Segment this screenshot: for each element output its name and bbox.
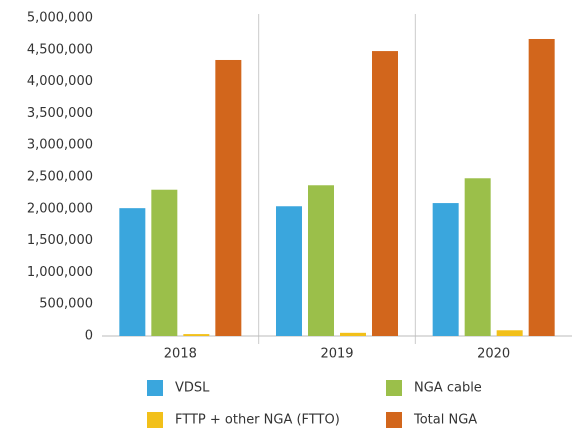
bar (215, 59, 242, 336)
bar (183, 334, 210, 336)
x-tick-label: 2018 (164, 347, 197, 362)
y-tick-label: 0 (85, 329, 93, 344)
legend-label: FTTP + other NGA (FTTO) (175, 413, 340, 428)
y-tick-label: 4,000,000 (27, 74, 93, 89)
y-tick-label: 4,500,000 (27, 42, 93, 57)
bar (372, 51, 398, 337)
bar (308, 185, 334, 336)
y-tick-label: 2,500,000 (27, 170, 93, 185)
bar (119, 208, 146, 336)
bar (528, 38, 555, 336)
y-tick-label: 1,000,000 (27, 265, 93, 280)
legend-swatch (147, 380, 163, 396)
y-tick-label: 3,500,000 (27, 106, 93, 121)
legend-swatch (147, 412, 163, 428)
bar (496, 330, 523, 336)
bar (432, 203, 459, 336)
y-tick-label: 1,500,000 (27, 233, 93, 248)
legend-label: NGA cable (414, 381, 482, 396)
y-tick-label: 5,000,000 (27, 11, 93, 26)
x-tick-label: 2019 (320, 347, 353, 362)
y-tick-label: 2,000,000 (27, 201, 93, 216)
legend-swatch (386, 412, 402, 428)
bar (464, 178, 491, 336)
legend-swatch (386, 380, 402, 396)
bar (151, 189, 178, 336)
legend-label: VDSL (175, 381, 210, 396)
y-tick-label: 3,000,000 (27, 138, 93, 153)
y-tick-label: 500,000 (39, 297, 93, 312)
bar (276, 206, 302, 336)
bar (340, 332, 366, 336)
legend-label: Total NGA (413, 413, 477, 428)
x-tick-label: 2020 (477, 347, 510, 362)
